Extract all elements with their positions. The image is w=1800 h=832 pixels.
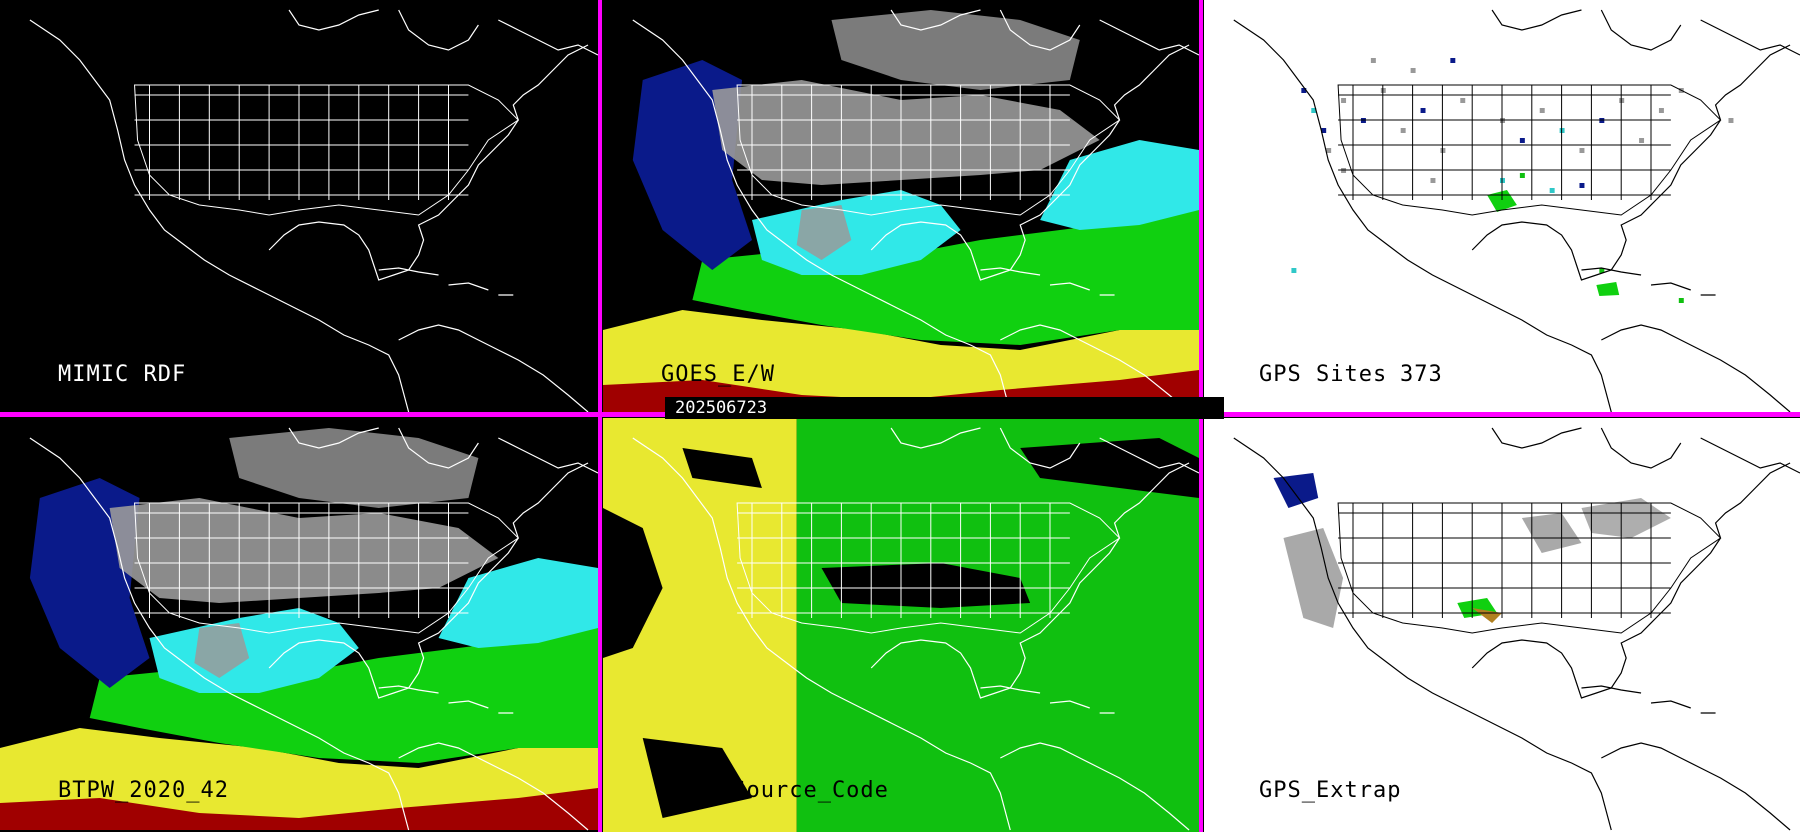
gps-sites-count: 373	[1400, 362, 1443, 387]
panel-goes-ew: GOES_E/W	[603, 0, 1199, 412]
panel-gps-extrap: GPS_Extrap	[1204, 418, 1800, 832]
panel-label-data-source: Data_Source_Code	[661, 778, 889, 803]
gps-sites-map	[1233, 9, 1800, 412]
panel-label-mimic-rdf: MIMIC RDF	[58, 362, 187, 387]
panel-btpw: BTPW_2020_42	[0, 418, 598, 832]
goes-ew-map	[603, 9, 1199, 412]
panel-mimic-rdf: MIMIC RDF	[0, 0, 598, 412]
panel-label-gps-sites: GPS Sites	[1259, 362, 1388, 387]
panel-data-source: Data_Source_Code	[603, 418, 1199, 832]
panel-label-btpw: BTPW_2020_42	[58, 778, 229, 803]
panel-gps-sites: GPS Sites 373	[1204, 0, 1800, 412]
data-source-map	[603, 418, 1199, 832]
gps-extrap-map	[1233, 427, 1800, 831]
timestamp-bar: 202506723	[665, 397, 1224, 419]
panel-label-gps-extrap: GPS_Extrap	[1259, 778, 1402, 803]
panel-label-goes-ew: GOES_E/W	[661, 362, 775, 387]
mimic-rdf-map	[29, 9, 598, 412]
btpw-map	[0, 427, 598, 831]
